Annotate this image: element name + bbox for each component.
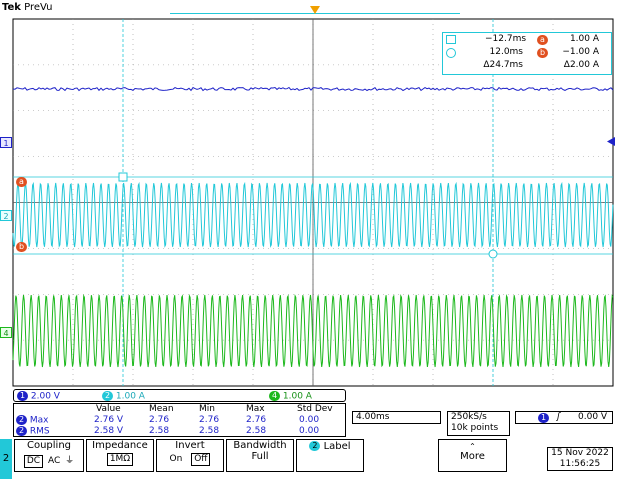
ch1-position-marker[interactable]: 1 [0,137,12,148]
bandwidth-title: Bandwidth [233,440,287,451]
trigger-source: 1 [538,413,549,423]
time: 11:56:25 [559,459,601,469]
more-arrow-icon: ⌃ [469,442,476,451]
datetime-display[interactable]: 15 Nov 2022 11:56:25 [547,447,613,471]
channel-menu-tab[interactable]: 2 [0,439,12,479]
meas-header-max: Max [246,404,265,414]
meas-row1-max: 2.76 [246,415,267,425]
ch4-waveform [12,294,614,368]
meas-row1-value: 2.76 V [94,415,124,425]
ch4-badge: 4 [269,391,280,401]
more-label: More [460,451,485,462]
ch1-offset-arrow-icon [607,137,615,146]
label-title: Label [323,441,351,452]
trigger-readout[interactable]: 1 ʃ 0.00 V [515,411,613,424]
ch1-scale-value: 2.00 V [30,391,60,402]
meas-header-stddev: Std Dev [297,404,333,414]
coupling-dc-option[interactable]: DC [23,455,44,468]
ch4-scale[interactable]: 4 1.00 A [269,391,312,402]
trigger-level: 0.00 V [578,412,608,422]
ch1-badge: 1 [17,391,28,401]
impedance-title: Impedance [92,440,148,451]
cursor-a-marker[interactable]: a [16,177,27,187]
timebase-readout[interactable]: 4.00ms [352,411,441,424]
date: 15 Nov 2022 [551,448,609,458]
invert-button[interactable]: Invert On Off [156,439,224,472]
brand-header: Tek PreVu [2,2,53,13]
cursor-b-marker[interactable]: b [16,242,27,252]
cursor-delta-time: Δ24.7ms [483,60,523,70]
channel-scale-bar: 1 2.00 V 2 1.00 A 4 1.00 A [13,389,346,402]
bandwidth-value: Full [251,451,269,462]
more-button[interactable]: ⌃ More [438,439,507,472]
label-button[interactable]: 2 Label [296,439,364,472]
sample-rate: 250kS/s [451,412,487,422]
ch2-scale-value: 1.00 A [115,391,145,402]
cursor-b-label: b [537,48,548,58]
coupling-button[interactable]: Coupling DC AC ⏚ [14,439,84,472]
ch2-scale[interactable]: 2 1.00 A [102,391,145,402]
timebase-scale: 4.00ms [356,412,390,422]
ch4-position-marker[interactable]: 4 [0,327,12,338]
measurements-panel: Value Mean Min Max Std Dev 2 Max 2.76 V … [13,403,346,437]
ch4-scale-value: 1.00 A [282,391,312,402]
invert-title: Invert [175,440,205,451]
invert-off-option[interactable]: Off [191,453,211,466]
ch2-waveform [12,181,614,248]
meas-header-mean: Mean [149,404,174,414]
acquisition-readout[interactable]: 250kS/s 10k points [447,411,510,436]
meas-row2-max: 2.58 [246,426,267,436]
ch1-waveform [12,86,614,92]
coupling-ac-option[interactable]: AC [47,456,61,466]
meas-row1-ch: 2 [16,415,27,425]
trigger-position-icon[interactable] [310,6,320,15]
ch1-scale[interactable]: 1 2.00 V [17,391,60,402]
cursor-a-value: 1.00 A [569,34,599,44]
meas-row[interactable]: 2 Max [16,415,48,426]
meas-row2-ch: 2 [16,426,27,436]
ch2-badge: 2 [102,391,113,401]
cursor-b-time: 12.0ms [489,47,524,57]
impedance-value: 1MΩ [106,453,134,466]
meas-row1-mean: 2.76 [149,415,170,425]
ch2-position-marker[interactable]: 2 [0,210,12,221]
meas-row1-min: 2.76 [199,415,220,425]
cursor-b-value: −1.00 A [562,47,599,57]
cursor-a-time: −12.7ms [485,34,527,44]
acquisition-mode: PreVu [24,2,53,13]
cursor-b-circle-icon [446,48,456,58]
cursor-b-handle [488,249,498,259]
meas-row1-stddev: 0.00 [299,415,320,425]
meas-row[interactable]: 2 RMS [16,426,50,437]
cursor-a-square-icon [446,35,456,44]
impedance-button[interactable]: Impedance 1MΩ [86,439,154,472]
invert-on-option[interactable]: On [169,454,183,464]
meas-row2-mean: 2.58 [149,426,170,436]
coupling-title: Coupling [26,440,72,451]
brand-logo: Tek [2,2,21,13]
record-length: 10k points [451,423,499,433]
meas-header-min: Min [199,404,215,414]
cursor-readout: −12.7ms 12.0ms Δ24.7ms a b 1.00 A −1.00 … [442,32,612,75]
coupling-ground-icon[interactable]: ⏚ [65,456,75,466]
cursor-a-label: a [537,35,548,45]
meas-row1-name: Max [29,415,49,426]
meas-row2-min: 2.58 [199,426,220,436]
meas-row2-value: 2.58 V [94,426,124,436]
trigger-slope-icon: ʃ [557,412,561,422]
cursor-a-handle [118,172,128,182]
meas-row2-stddev: 0.00 [299,426,320,436]
bandwidth-button[interactable]: Bandwidth Full [226,439,294,472]
cursor-delta-value: Δ2.00 A [563,60,599,70]
meas-row2-name: RMS [29,426,50,437]
label-ch-badge: 2 [309,441,321,451]
meas-header-value: Value [96,404,121,414]
